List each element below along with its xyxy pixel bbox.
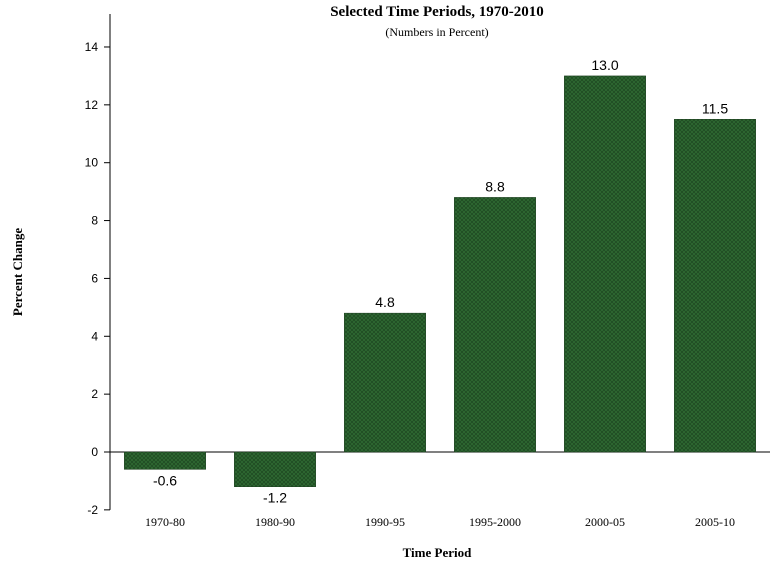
y-tick-label: -2 <box>87 503 98 517</box>
y-tick-label: 6 <box>91 271 98 285</box>
bar-value-label: 4.8 <box>375 294 395 310</box>
x-tick-label: 1980-90 <box>255 515 295 529</box>
bar <box>674 119 756 453</box>
x-tick-label: 2005-10 <box>695 515 735 529</box>
bar-value-label: -0.6 <box>153 472 177 488</box>
bar <box>454 197 536 453</box>
x-tick-label: 1995-2000 <box>469 515 521 529</box>
y-tick-label: 2 <box>91 387 98 401</box>
bar <box>344 312 426 453</box>
bar <box>124 451 206 470</box>
x-axis-label: Time Period <box>403 545 472 560</box>
x-axis-ticks: 1970-80 1980-90 1990-95 1995-2000 2000-05 200… <box>145 515 735 529</box>
data-labels: -0.6 -1.2 4.8 8.8 13.0 11.5 <box>153 57 728 506</box>
y-tick-label: 8 <box>91 214 98 228</box>
y-tick-label: 10 <box>85 156 99 170</box>
y-tick-label: 12 <box>85 98 99 112</box>
y-tick-label: 0 <box>91 445 98 459</box>
bar-value-label: 13.0 <box>591 57 618 73</box>
bar-value-label: -1.2 <box>263 490 287 506</box>
y-axis: -2 0 2 4 6 8 10 12 14 <box>85 14 770 517</box>
bar <box>234 451 316 487</box>
y-axis-label: Percent Change <box>10 228 25 316</box>
chart-title: Selected Time Periods, 1970-2010 <box>330 4 544 20</box>
y-tick-label: 4 <box>91 329 98 343</box>
bar-value-label: 8.8 <box>485 178 505 194</box>
y-tick-label: 14 <box>85 40 99 54</box>
bar-value-label: 11.5 <box>702 100 728 116</box>
chart-subtitle: (Numbers in Percent) <box>385 25 488 39</box>
x-tick-label: 1970-80 <box>145 515 185 529</box>
x-tick-label: 2000-05 <box>585 515 625 529</box>
bar <box>564 75 646 453</box>
bars <box>124 75 756 487</box>
x-tick-label: 1990-95 <box>365 515 405 529</box>
